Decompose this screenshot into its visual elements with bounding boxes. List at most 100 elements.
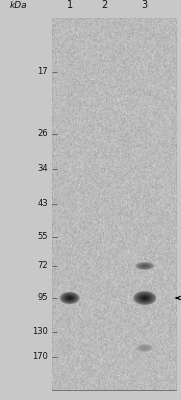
Ellipse shape [67,296,73,300]
Ellipse shape [65,295,74,301]
Ellipse shape [137,293,153,303]
Ellipse shape [138,345,151,351]
Text: 55: 55 [37,232,48,241]
Text: 170: 170 [32,352,48,361]
Ellipse shape [135,292,155,304]
Ellipse shape [61,293,78,303]
Ellipse shape [135,262,154,270]
Ellipse shape [64,294,76,302]
Ellipse shape [139,295,150,301]
Ellipse shape [136,262,154,270]
Ellipse shape [142,346,148,350]
Ellipse shape [138,344,152,352]
Ellipse shape [136,344,153,352]
Ellipse shape [137,344,153,352]
Ellipse shape [135,262,155,270]
Ellipse shape [138,263,152,269]
Ellipse shape [66,296,73,300]
Ellipse shape [141,296,148,300]
Ellipse shape [135,292,155,304]
Ellipse shape [60,292,79,304]
Ellipse shape [140,346,149,350]
Ellipse shape [63,294,76,302]
Text: 26: 26 [37,130,48,138]
Ellipse shape [141,346,149,350]
Ellipse shape [142,296,148,300]
Ellipse shape [135,262,155,270]
Ellipse shape [61,292,79,304]
Ellipse shape [143,347,147,349]
Text: 17: 17 [37,68,48,76]
Ellipse shape [139,345,151,351]
Ellipse shape [136,344,153,352]
Ellipse shape [138,263,152,269]
Ellipse shape [66,296,74,300]
Ellipse shape [137,293,152,303]
Ellipse shape [139,294,151,302]
Ellipse shape [133,291,157,305]
Text: 3: 3 [142,0,148,10]
Ellipse shape [138,294,151,302]
Ellipse shape [68,297,72,299]
Ellipse shape [142,265,147,267]
Ellipse shape [136,293,154,303]
Ellipse shape [140,346,150,350]
Ellipse shape [134,292,155,304]
Ellipse shape [63,294,77,302]
Text: 95: 95 [37,294,48,302]
Ellipse shape [139,264,151,268]
Ellipse shape [142,265,148,267]
Ellipse shape [137,344,152,352]
Text: 72: 72 [37,262,48,270]
Ellipse shape [69,297,71,299]
Ellipse shape [139,264,151,268]
Text: 130: 130 [32,328,48,336]
Ellipse shape [64,294,75,302]
Ellipse shape [143,265,147,267]
Ellipse shape [141,264,148,268]
Text: 34: 34 [37,164,48,173]
Ellipse shape [142,347,147,349]
Ellipse shape [140,264,150,268]
Ellipse shape [143,347,146,349]
Ellipse shape [60,292,79,304]
Ellipse shape [143,265,147,267]
Ellipse shape [140,346,150,350]
Ellipse shape [143,297,147,299]
Ellipse shape [64,295,75,301]
Ellipse shape [136,293,153,303]
Ellipse shape [137,344,153,352]
Ellipse shape [132,290,157,306]
Ellipse shape [133,291,156,305]
Ellipse shape [59,292,80,304]
Ellipse shape [139,346,150,350]
Ellipse shape [141,296,149,300]
Ellipse shape [142,265,148,267]
Ellipse shape [136,263,153,269]
Ellipse shape [136,292,154,304]
Ellipse shape [60,292,80,304]
Ellipse shape [136,262,153,270]
Ellipse shape [138,294,151,302]
Ellipse shape [140,264,149,268]
Ellipse shape [141,346,148,350]
Ellipse shape [65,295,75,301]
Ellipse shape [62,294,77,302]
Ellipse shape [142,346,148,350]
Text: 2: 2 [101,0,107,10]
Ellipse shape [138,345,152,351]
Text: kDa: kDa [9,1,27,10]
Ellipse shape [137,263,152,269]
Ellipse shape [65,295,74,301]
Ellipse shape [134,291,156,305]
Ellipse shape [61,293,78,303]
Text: 43: 43 [37,200,48,208]
Ellipse shape [141,296,149,300]
Ellipse shape [138,345,151,351]
Ellipse shape [68,297,71,299]
Ellipse shape [142,296,147,300]
Ellipse shape [67,296,72,300]
Ellipse shape [68,297,71,299]
Ellipse shape [134,262,155,270]
Ellipse shape [137,263,153,269]
